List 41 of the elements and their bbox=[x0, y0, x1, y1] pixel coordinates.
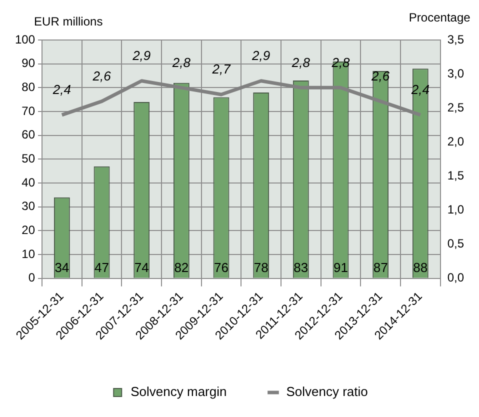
data-label: 34 bbox=[54, 260, 70, 275]
data-label: 2,4 bbox=[410, 82, 430, 98]
y2-tick-label: 3,0 bbox=[447, 66, 464, 80]
data-label: 2,4 bbox=[52, 82, 71, 98]
legend-label: Solvency margin bbox=[130, 384, 227, 400]
data-label: 78 bbox=[254, 260, 268, 275]
data-label: 47 bbox=[94, 260, 109, 275]
data-label: 74 bbox=[134, 260, 149, 275]
data-label: 2,9 bbox=[251, 48, 270, 63]
y-tick-label: 30 bbox=[22, 199, 36, 214]
y-tick-label: 0 bbox=[28, 270, 36, 285]
y2-tick-label: 2,5 bbox=[447, 100, 464, 114]
y2-tick-label: 0,0 bbox=[447, 270, 464, 285]
y-tick-label: 20 bbox=[22, 223, 36, 238]
data-label: 82 bbox=[174, 260, 189, 275]
y2-tick-label: 1,5 bbox=[447, 168, 464, 183]
y-tick-label: 100 bbox=[14, 32, 36, 46]
legend-label: Solvency ratio bbox=[286, 384, 368, 400]
y-axis-title: EUR millions bbox=[34, 14, 103, 28]
y-tick-label: 70 bbox=[22, 104, 36, 118]
data-label: 2,9 bbox=[132, 48, 151, 63]
data-label: 88 bbox=[413, 260, 428, 275]
y-tick-label: 40 bbox=[22, 175, 36, 190]
data-label: 76 bbox=[214, 260, 228, 275]
data-label: 83 bbox=[294, 260, 308, 275]
data-label: 2,8 bbox=[171, 54, 192, 70]
data-label: 2,8 bbox=[290, 54, 311, 70]
data-label: 2,7 bbox=[211, 62, 232, 77]
y-tick-label: 80 bbox=[22, 80, 36, 94]
y2-tick-label: 2,0 bbox=[447, 134, 464, 148]
y2-tick-label: 1,0 bbox=[447, 202, 464, 217]
y2-tick-label: 3,5 bbox=[447, 32, 464, 46]
data-label: 2,6 bbox=[92, 68, 112, 84]
y-tick-label: 90 bbox=[22, 56, 36, 70]
data-label: 91 bbox=[334, 260, 348, 275]
y2-axis-title: Procentage bbox=[408, 10, 471, 24]
data-label: 87 bbox=[373, 260, 388, 275]
y2-tick-label: 0,5 bbox=[447, 236, 464, 251]
y-tick-label: 10 bbox=[22, 246, 36, 261]
y-tick-label: 60 bbox=[22, 128, 36, 142]
y-tick-label: 50 bbox=[22, 152, 36, 166]
